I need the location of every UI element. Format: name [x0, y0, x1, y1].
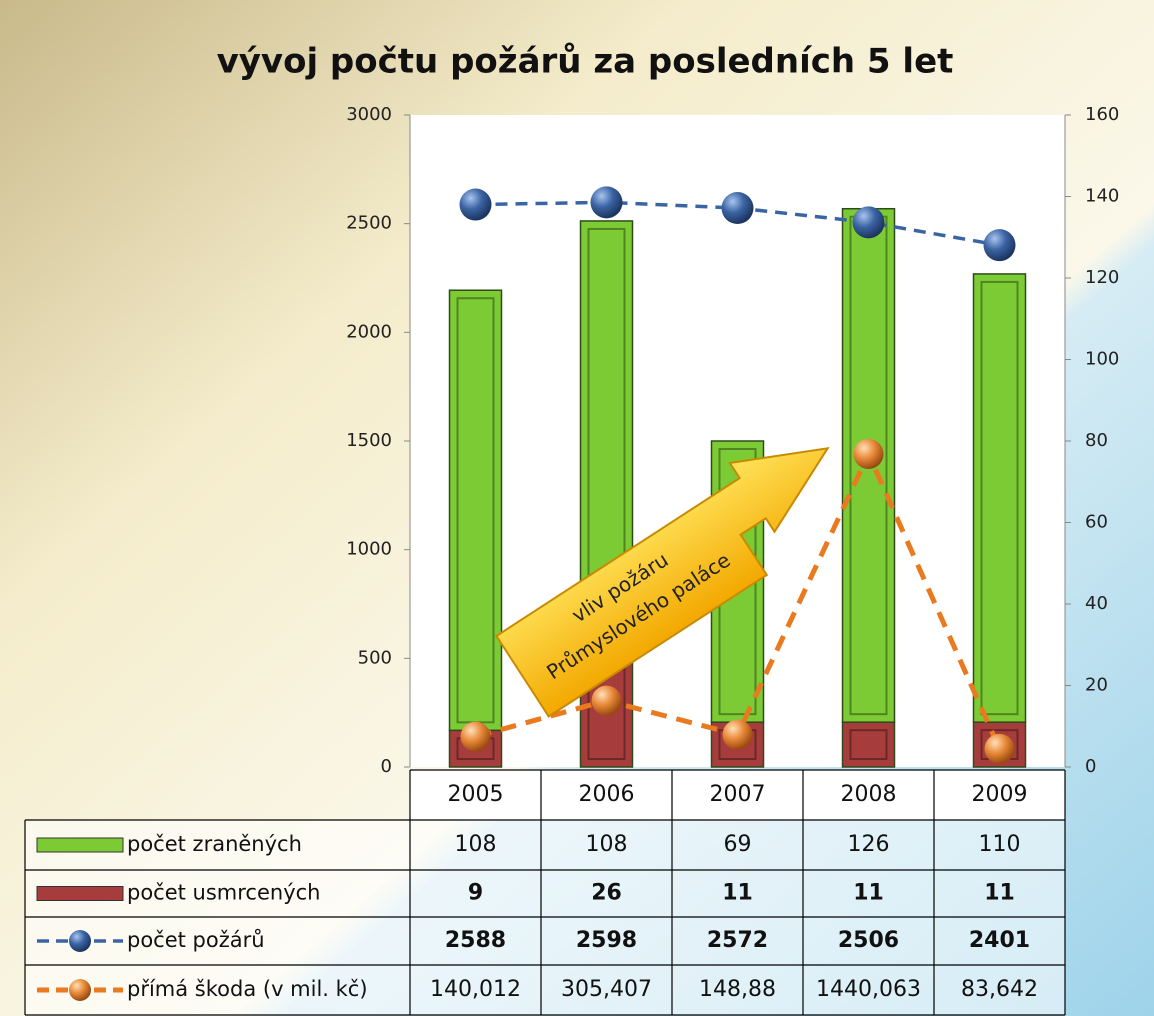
x-tick-label: 2007 — [710, 782, 766, 807]
line-marker — [983, 229, 1016, 262]
y-tick-label: 2500 — [346, 213, 392, 234]
y-tick-label: 3000 — [346, 104, 392, 125]
table-cell: 69 — [724, 832, 752, 857]
x-tick-label: 2006 — [579, 782, 635, 807]
bar-bevel — [849, 729, 888, 760]
y-tick-label: 1500 — [346, 430, 392, 451]
table-cell: 2598 — [576, 928, 637, 953]
table-cell: 11 — [722, 881, 753, 906]
y2-tick-label: 100 — [1085, 349, 1119, 370]
line-marker — [984, 733, 1015, 764]
bar-bevel — [980, 280, 1019, 716]
x-tick-label: 2009 — [972, 782, 1028, 807]
y2-tick-label: 60 — [1085, 512, 1108, 533]
legend-label: počet usmrcených — [127, 881, 321, 905]
y2-tick-label: 160 — [1085, 104, 1119, 125]
table-cell: 140,012 — [430, 977, 521, 1002]
y2-tick-label: 80 — [1085, 430, 1108, 451]
legend-key-marker — [69, 930, 91, 952]
line-marker — [721, 192, 754, 225]
x-tick-label: 2008 — [841, 782, 897, 807]
table-cell: 2588 — [445, 928, 506, 953]
line-marker — [853, 439, 884, 470]
legend-key — [36, 837, 124, 853]
table-cell: 2572 — [707, 928, 768, 953]
annotation-arrow — [495, 447, 830, 718]
line-marker — [591, 685, 622, 716]
table-cell: 108 — [455, 832, 497, 857]
table-bg — [410, 770, 1065, 820]
legend-label: přímá škoda (v mil. kč) — [127, 977, 368, 1001]
legend-key-marker — [69, 979, 91, 1001]
y2-tick-label: 20 — [1085, 675, 1108, 696]
line-marker — [459, 188, 492, 221]
bar — [448, 289, 503, 732]
table-cell: 305,407 — [561, 977, 652, 1002]
legend-label: počet zraněných — [127, 832, 302, 856]
table-cell: 148,88 — [699, 977, 776, 1002]
legend-label: počet požárů — [127, 928, 265, 952]
table-cell: 2401 — [969, 928, 1030, 953]
x-tick-label: 2005 — [448, 782, 504, 807]
line-marker — [460, 721, 491, 752]
line-marker — [852, 206, 885, 239]
y-tick-label: 2000 — [346, 321, 392, 342]
table-cell: 1440,063 — [816, 977, 921, 1002]
y-tick-label: 1000 — [346, 539, 392, 560]
y2-tick-label: 0 — [1085, 756, 1096, 777]
y-tick-label: 0 — [381, 756, 392, 777]
table-cell: 2506 — [838, 928, 899, 953]
table-cell: 11 — [984, 881, 1015, 906]
legend-key — [36, 886, 124, 901]
line-marker — [722, 719, 753, 750]
table-cell: 26 — [591, 881, 622, 906]
y2-tick-label: 40 — [1085, 593, 1108, 614]
bar — [972, 273, 1027, 723]
y2-tick-label: 140 — [1085, 186, 1119, 207]
table-cell: 108 — [586, 832, 628, 857]
y2-tick-label: 120 — [1085, 267, 1119, 288]
table-cell: 83,642 — [961, 977, 1038, 1002]
table-cell: 9 — [468, 881, 483, 906]
y-tick-label: 500 — [358, 647, 392, 668]
chart-title: vývoj počtu požárů za posledních 5 let — [217, 42, 954, 82]
table-cell: 11 — [853, 881, 884, 906]
table-cell: 110 — [979, 832, 1021, 857]
line-marker — [590, 186, 623, 219]
table-cell: 126 — [848, 832, 890, 857]
